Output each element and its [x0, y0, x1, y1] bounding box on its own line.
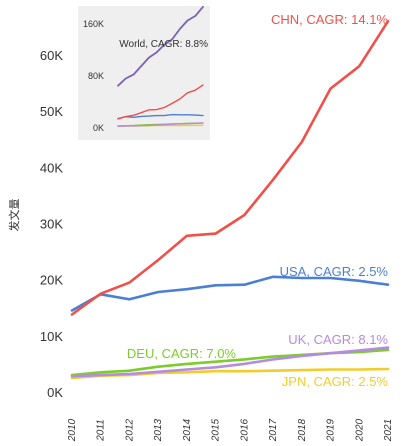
- inset-background: [78, 6, 210, 140]
- series-line-chn: [70, 19, 390, 316]
- inset-title: World, CAGR: 8.8%: [119, 39, 208, 50]
- inset-series-lines: [117, 5, 204, 128]
- inset-series-line-world: [117, 5, 204, 87]
- series-line-uk: [70, 346, 390, 378]
- inset-series-line-chn: [117, 84, 204, 120]
- x-tick-label: 2017: [268, 418, 279, 442]
- x-tick-label: 2011: [96, 419, 107, 442]
- y-axis-ticks: 0K 10K 20K 30K 40K 50K 60K: [40, 48, 63, 400]
- x-tick-label: 2018: [297, 418, 308, 442]
- y-tick-label: 30K: [40, 216, 63, 231]
- series-label-jpn: JPN, CAGR: 2.5%: [282, 374, 389, 389]
- x-tick-label: 2020: [354, 418, 365, 442]
- y-tick-label: 0K: [47, 385, 63, 400]
- y-tick-label: 20K: [40, 273, 63, 288]
- series-label-chn: CHN, CAGR: 14.1%: [271, 12, 388, 27]
- y-tick-label: 40K: [40, 160, 63, 175]
- x-tick-label: 2012: [124, 418, 135, 442]
- x-tick-label: 2014: [182, 418, 193, 442]
- y-tick-label: 50K: [40, 104, 63, 119]
- y-tick-label: 60K: [40, 48, 63, 63]
- x-tick-label: 2015: [211, 418, 222, 442]
- x-tick-label: 2019: [326, 418, 337, 442]
- series-label-uk: UK, CAGR: 8.1%: [288, 332, 388, 347]
- y-axis-label: 发文量: [7, 199, 21, 232]
- x-tick-label: 2016: [239, 418, 250, 442]
- series-line-usa: [70, 275, 390, 312]
- series-label-deu: DEU, CAGR: 7.0%: [127, 346, 237, 361]
- inset-y-axis-ticks: 0K 80K 160K: [83, 19, 104, 133]
- series-labels: CHN, CAGR: 14.1% USA, CAGR: 2.5% UK, CAGR:…: [127, 12, 389, 389]
- inset-y-tick-label: 0K: [93, 123, 104, 133]
- inset-chart: 0K 80K 160K World, CAGR: 8.8%: [78, 5, 210, 140]
- inset-y-tick-label: 160K: [83, 19, 104, 29]
- x-tick-label: 2021: [383, 419, 394, 442]
- inset-series-line-uk: [117, 122, 204, 127]
- y-tick-label: 10K: [40, 329, 63, 344]
- series-lines: [70, 19, 390, 380]
- inset-series-line-usa: [117, 113, 204, 120]
- x-axis-ticks: 2010 2011 2012 2013 2014 2015 2016 2017 2018 2019…: [67, 418, 394, 442]
- x-tick-label: 2010: [67, 418, 78, 442]
- series-label-usa: USA, CAGR: 2.5%: [280, 264, 389, 279]
- x-tick-label: 2013: [153, 418, 164, 442]
- inset-y-tick-label: 80K: [88, 71, 104, 81]
